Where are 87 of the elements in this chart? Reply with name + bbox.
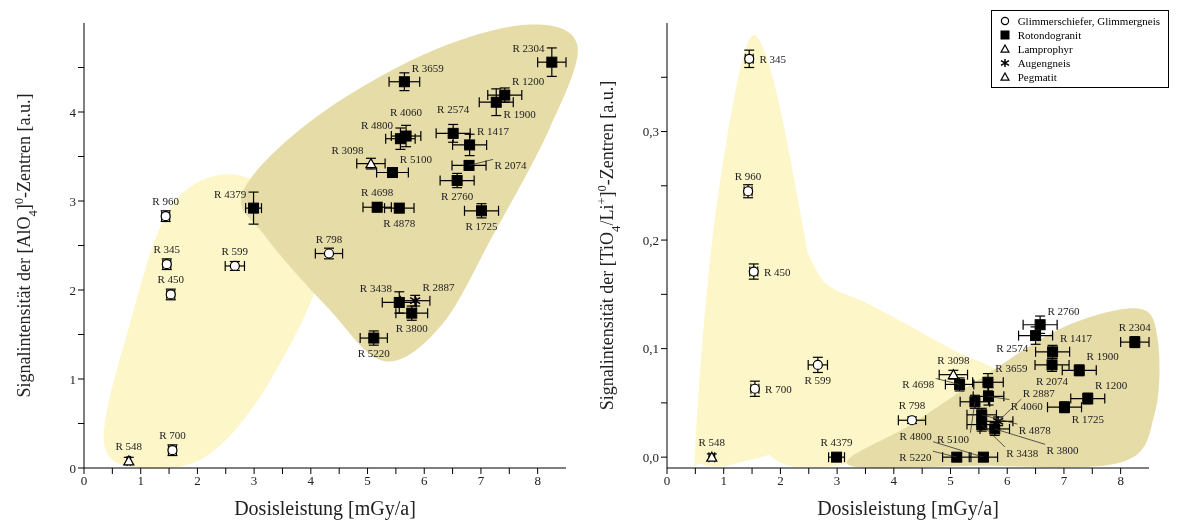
annotation: R 4800 bbox=[899, 429, 933, 442]
annotation: R 2074 bbox=[494, 159, 527, 172]
x-tick-label: 6 bbox=[420, 473, 428, 489]
annotation: R 3659 bbox=[411, 61, 445, 74]
annotation: R 450 bbox=[157, 273, 185, 286]
annotation: R 3659 bbox=[995, 362, 1028, 375]
annotation: R 2574 bbox=[996, 341, 1029, 354]
y-tick-label: 3 bbox=[69, 193, 76, 209]
y-tick-label: 1 bbox=[69, 371, 76, 387]
legend-label: Glimmerschiefer, Glimmergneis bbox=[1017, 14, 1160, 28]
annotation: R 2304 bbox=[512, 42, 545, 55]
legend-label: Rotondogranit bbox=[1017, 28, 1082, 42]
annotation: R 798 bbox=[898, 399, 926, 412]
annotation: R 5100 bbox=[399, 152, 433, 165]
annotation: R 1900 bbox=[503, 108, 537, 121]
x-axis-title: Dosisleistung [mGy/a] bbox=[234, 497, 416, 520]
annotation: R 3800 bbox=[395, 322, 429, 335]
annotation: R 450 bbox=[763, 265, 792, 278]
annotation: R 599 bbox=[221, 244, 249, 257]
legend-label: Lamprophyr bbox=[1017, 42, 1073, 56]
annotation: R 345 bbox=[153, 243, 181, 256]
y-tick-label: 0 bbox=[69, 460, 76, 476]
annotation: R 4379 bbox=[214, 188, 247, 201]
annotation: R 1725 bbox=[1071, 413, 1105, 426]
x-tick-label: 8 bbox=[1117, 473, 1124, 489]
x-tick-label: 6 bbox=[1003, 473, 1011, 489]
x-tick-label: 0 bbox=[80, 473, 88, 489]
y-tick-label: 0,1 bbox=[642, 341, 659, 357]
annotation: R 2304 bbox=[1118, 321, 1152, 334]
annotation: R 4060 bbox=[390, 106, 423, 119]
annotation: R 548 bbox=[698, 436, 726, 449]
annotation: R 3800 bbox=[1046, 444, 1080, 457]
x-tick-label: 7 bbox=[1060, 473, 1068, 489]
annotation: R 2760 bbox=[1047, 304, 1081, 317]
annotation: R 2574 bbox=[437, 103, 470, 116]
annotation: R 2887 bbox=[1022, 387, 1056, 400]
annotation: R 5100 bbox=[936, 432, 970, 445]
x-tick-label: 1 bbox=[137, 473, 144, 489]
annotation: R 548 bbox=[115, 439, 143, 452]
annotation: R 5220 bbox=[899, 451, 932, 464]
legend-label: Augengneis bbox=[1017, 56, 1071, 70]
annotation: R 1900 bbox=[1086, 350, 1120, 363]
annotation: R 3438 bbox=[359, 282, 393, 295]
annotation: R 1417 bbox=[476, 124, 510, 137]
y-tick-label: 0,3 bbox=[642, 124, 659, 140]
x-tick-label: 5 bbox=[947, 473, 954, 489]
legend-label: Pegmatit bbox=[1017, 70, 1057, 84]
annotation: R 345 bbox=[759, 52, 787, 65]
x-tick-label: 8 bbox=[534, 473, 541, 489]
annotation: R 798 bbox=[315, 232, 343, 245]
x-tick-label: 7 bbox=[477, 473, 485, 489]
annotation: R 1725 bbox=[465, 219, 499, 232]
annotation: R 1200 bbox=[512, 75, 545, 88]
annotation: R 1417 bbox=[1059, 331, 1093, 344]
x-tick-label: 0 bbox=[663, 473, 671, 489]
x-tick-label: 2 bbox=[194, 473, 201, 489]
annotation: R 4878 bbox=[1018, 424, 1052, 437]
x-tick-label: 2 bbox=[777, 473, 784, 489]
y-tick-label: 0,0 bbox=[642, 449, 659, 465]
x-tick-label: 3 bbox=[250, 473, 258, 489]
x-tick-label: 5 bbox=[364, 473, 371, 489]
y-tick-label: 2 bbox=[69, 282, 76, 298]
annotation: R 3438 bbox=[1006, 446, 1039, 459]
annotation: R 700 bbox=[765, 382, 793, 395]
annotation: R 4800 bbox=[360, 118, 394, 131]
y-tick-label: 0,2 bbox=[642, 232, 659, 248]
x-tick-label: 3 bbox=[833, 473, 841, 489]
annotation: R 4878 bbox=[383, 217, 416, 230]
annotation: R 2074 bbox=[1035, 374, 1069, 387]
x-tick-label: 4 bbox=[890, 473, 898, 489]
annotation: R 4698 bbox=[902, 378, 935, 391]
annotation: R 5220 bbox=[357, 347, 391, 360]
annotation: R 2887 bbox=[422, 280, 456, 293]
x-tick-label: 1 bbox=[720, 473, 727, 489]
annotation: R 3098 bbox=[331, 143, 365, 156]
x-axis-title: Dosisleistung [mGy/a] bbox=[817, 497, 999, 520]
annotation: R 3098 bbox=[937, 353, 970, 366]
annotation: R 1200 bbox=[1095, 378, 1128, 391]
annotation: R 700 bbox=[159, 429, 187, 442]
y-tick-label: 4 bbox=[69, 104, 77, 120]
annotation: R 4379 bbox=[820, 436, 854, 449]
x-tick-label: 4 bbox=[307, 473, 315, 489]
annotation: R 599 bbox=[804, 373, 832, 386]
annotation: R 2760 bbox=[441, 189, 474, 202]
annotation: R 960 bbox=[152, 195, 180, 208]
annotation: R 960 bbox=[734, 170, 762, 183]
annotation: R 4698 bbox=[361, 186, 394, 199]
